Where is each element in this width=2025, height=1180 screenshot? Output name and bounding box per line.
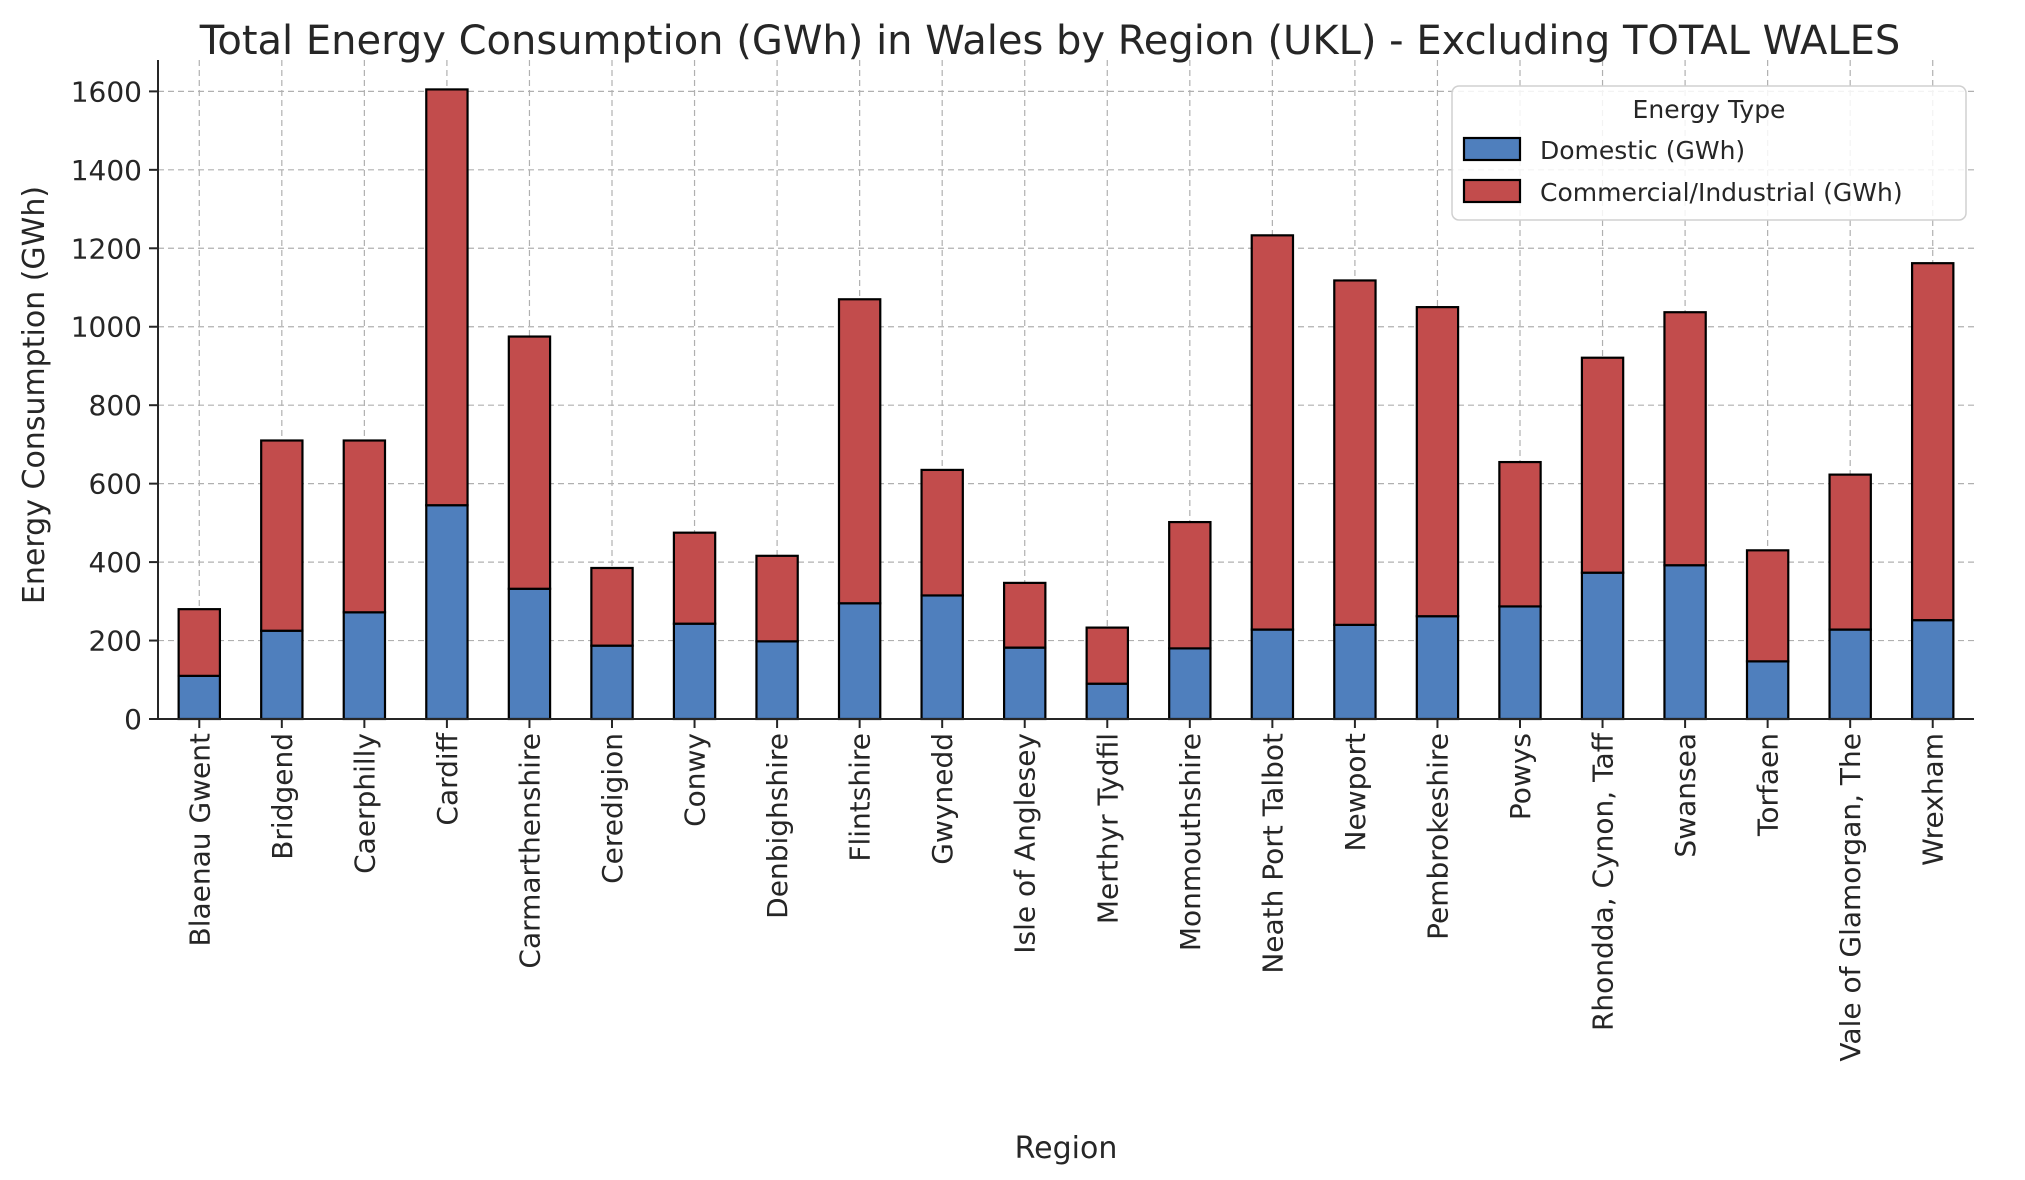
x-tick-label: Carmarthenshire — [513, 733, 546, 969]
x-tick-label: Wrexham — [1917, 733, 1950, 866]
legend-swatch-commercial-industrial — [1462, 178, 1522, 204]
legend-label-domestic: Domestic (GWh) — [1540, 136, 1745, 165]
x-tick-label: Newport — [1339, 733, 1372, 851]
bar-ceredigion-domestic — [590, 644, 634, 721]
legend: Energy Type Domestic (GWh) Commercial/In… — [1451, 85, 1967, 221]
legend-title: Energy Type — [1633, 95, 1786, 124]
bar-newport-domestic — [1333, 623, 1377, 721]
bar-isle-of-anglesey-commercial-industrial — [1002, 581, 1047, 649]
x-tick-label: Denbighshire — [761, 733, 794, 919]
bar-powys-commercial-industrial — [1498, 460, 1542, 608]
x-tick-label: Rhondda, Cynon, Taff — [1587, 732, 1620, 1031]
y-tick-label: 400 — [89, 546, 142, 579]
bar-merthyr-tydfil-domestic — [1085, 682, 1130, 721]
bar-blaenau-gwent-commercial-industrial — [177, 608, 222, 677]
bar-swansea-domestic — [1663, 564, 1707, 721]
x-tick-label: Monmouthshire — [1174, 733, 1207, 951]
x-tick-label: Torfaen — [1752, 733, 1785, 837]
bar-carmarthenshire-domestic — [507, 587, 552, 721]
bar-vale-of-glamorgan-the-domestic — [1828, 628, 1872, 721]
y-tick-label: 800 — [89, 389, 142, 422]
bar-monmouthshire-domestic — [1168, 647, 1212, 721]
bar-cardiff-commercial-industrial — [425, 88, 469, 507]
bar-conwy-commercial-industrial — [672, 531, 717, 625]
bars — [177, 88, 1955, 721]
bar-cardiff-domestic — [425, 504, 469, 721]
bar-denbighshire-commercial-industrial — [755, 554, 799, 643]
x-tick-label: Conwy — [679, 733, 712, 827]
x-tick-label: Gwynedd — [926, 733, 959, 865]
x-tick-label: Swansea — [1669, 733, 1702, 858]
bar-caerphilly-commercial-industrial — [342, 439, 387, 614]
bar-torfaen-domestic — [1745, 660, 1790, 721]
legend-label-commercial-industrial: Commercial/Industrial (GWh) — [1540, 178, 1903, 207]
legend-box — [1451, 85, 1967, 221]
bar-pembrokeshire-domestic — [1415, 615, 1460, 721]
x-tick-label: Ceredigion — [596, 733, 629, 884]
bar-pembrokeshire-commercial-industrial — [1415, 306, 1460, 618]
bar-conwy-domestic — [672, 622, 717, 721]
x-tick-label: Blaenau Gwent — [183, 733, 216, 946]
bar-merthyr-tydfil-commercial-industrial — [1085, 626, 1130, 685]
bar-caerphilly-domestic — [342, 611, 387, 721]
x-tick-label: Vale of Glamorgan, The — [1834, 733, 1867, 1062]
bar-vale-of-glamorgan-the-commercial-industrial — [1828, 473, 1872, 631]
y-tick-label: 1000 — [71, 311, 142, 344]
y-tick-label: 0 — [124, 703, 142, 736]
y-tick-label: 200 — [89, 625, 142, 658]
bar-wrexham-commercial-industrial — [1910, 262, 1955, 622]
bar-isle-of-anglesey-domestic — [1002, 646, 1047, 721]
bar-bridgend-commercial-industrial — [260, 439, 304, 632]
bar-swansea-commercial-industrial — [1663, 311, 1707, 567]
y-tick-label: 1200 — [71, 232, 142, 265]
bar-neath-port-talbot-domestic — [1250, 628, 1295, 721]
x-tick-label: Flintshire — [844, 733, 877, 862]
x-tick-label: Neath Port Talbot — [1256, 733, 1289, 974]
bar-carmarthenshire-commercial-industrial — [507, 335, 552, 590]
x-tick-label: Isle of Anglesey — [1009, 733, 1042, 954]
bar-neath-port-talbot-commercial-industrial — [1250, 234, 1295, 631]
x-ticks: Blaenau Gwent Bridgend Caerphilly Cardiff Ca… — [183, 719, 1950, 1062]
bar-newport-commercial-industrial — [1333, 279, 1377, 626]
bar-powys-domestic — [1498, 605, 1542, 721]
bar-flintshire-domestic — [837, 602, 882, 721]
x-axis-label: Region — [1015, 1131, 1118, 1166]
y-tick-label: 1600 — [71, 75, 142, 108]
bar-flintshire-commercial-industrial — [837, 298, 882, 605]
bar-torfaen-commercial-industrial — [1745, 549, 1790, 663]
bar-ceredigion-commercial-industrial — [590, 566, 634, 647]
x-tick-label: Powys — [1504, 733, 1537, 820]
y-tick-label: 1400 — [71, 154, 142, 187]
bar-denbighshire-domestic — [755, 640, 799, 721]
bar-wrexham-domestic — [1910, 619, 1955, 721]
y-ticks: 0 200 400 600 800 1000 1200 1400 1600 — [71, 75, 158, 736]
bar-rhondda-cynon-taff-commercial-industrial — [1580, 356, 1625, 574]
y-axis-label: Energy Consumption (GWh) — [17, 186, 52, 604]
bar-bridgend-domestic — [260, 629, 304, 721]
bar-monmouthshire-commercial-industrial — [1168, 520, 1212, 650]
bar-gwynedd-domestic — [920, 594, 964, 721]
x-tick-label: Cardiff — [431, 732, 464, 825]
y-tick-label: 600 — [89, 468, 142, 501]
bar-gwynedd-commercial-industrial — [920, 468, 964, 597]
x-tick-label: Caerphilly — [348, 733, 381, 874]
x-tick-label: Pembrokeshire — [1421, 733, 1454, 940]
bar-blaenau-gwent-domestic — [177, 674, 222, 721]
x-tick-label: Bridgend — [266, 733, 299, 860]
legend-swatch-domestic — [1462, 136, 1522, 162]
chart-title: Total Energy Consumption (GWh) in Wales … — [199, 18, 1901, 64]
x-tick-label: Merthyr Tydfil — [1091, 733, 1124, 924]
bar-rhondda-cynon-taff-domestic — [1580, 571, 1625, 721]
